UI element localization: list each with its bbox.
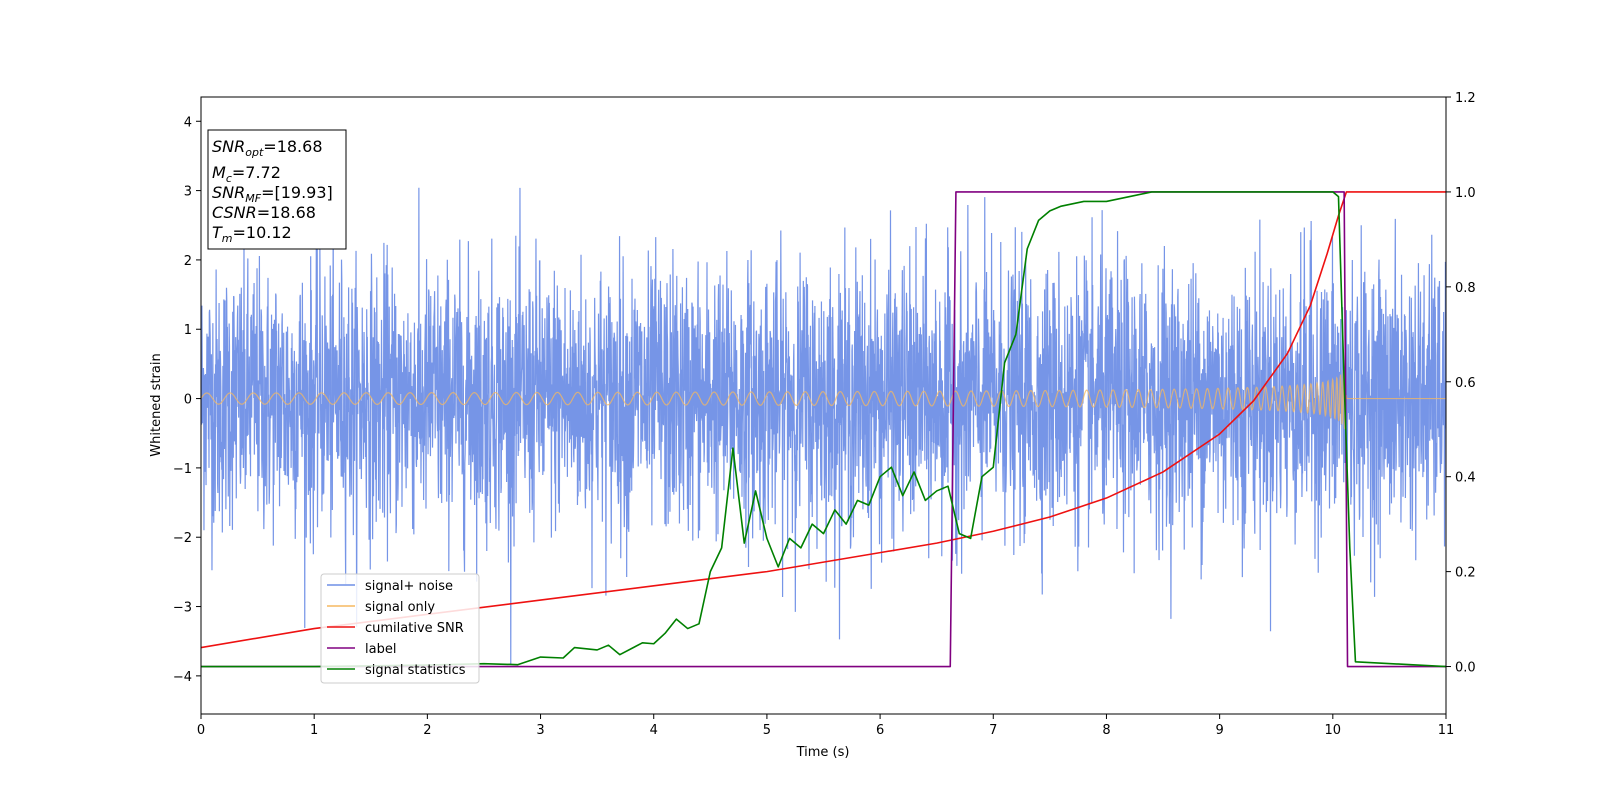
y-right-tick-label: 0.6 bbox=[1455, 376, 1476, 391]
legend-label: label bbox=[365, 642, 396, 657]
y-left-tick-label: 3 bbox=[184, 185, 192, 200]
plot-area bbox=[201, 187, 1446, 668]
x-tick-label: 6 bbox=[876, 723, 884, 738]
x-tick-label: 1 bbox=[310, 723, 318, 738]
legend-item-signal-noise: signal+ noise bbox=[327, 579, 453, 594]
series-signal-only-line bbox=[201, 369, 1446, 430]
x-tick-label: 5 bbox=[763, 723, 771, 738]
legend-frame bbox=[320, 573, 480, 684]
annotation-box: SNRopt=18.68 Mc=7.72 SNRMF=[19.93] CSNR=… bbox=[207, 129, 347, 250]
x-tick-label: 8 bbox=[1102, 723, 1110, 738]
y-left-tick-label: 2 bbox=[184, 254, 192, 269]
annotation-frame bbox=[207, 129, 347, 250]
annotation-snr-mf: SNRMF=[19.93] bbox=[212, 183, 333, 205]
y-right-tick-label: 1.2 bbox=[1455, 91, 1476, 106]
y-left-tick-label: −2 bbox=[173, 531, 192, 546]
x-tick-label: 0 bbox=[197, 723, 205, 738]
y-right-tick-label: 0.8 bbox=[1455, 281, 1476, 296]
legend-label: cumilative SNR bbox=[365, 621, 464, 636]
axis-ticks: 0 1 2 3 4 5 6 7 8 9 10 11 −4 −3 −2 −1 0 1 2 3 4 0.0 0.2 0.4 0.6 0… bbox=[173, 91, 1476, 738]
plot-frame bbox=[200, 96, 1447, 715]
y-left-tick-label: −4 bbox=[173, 670, 192, 685]
annotation-mc: Mc=7.72 bbox=[212, 163, 281, 185]
y-left-tick-label: 1 bbox=[184, 323, 192, 338]
y-left-tick-label: 0 bbox=[184, 393, 192, 408]
series-cumulative-snr-line bbox=[201, 191, 1446, 649]
x-tick-label: 2 bbox=[423, 723, 431, 738]
legend-label: signal only bbox=[365, 600, 435, 615]
legend-label: signal+ noise bbox=[365, 579, 453, 594]
annotation-tm: Tm=10.12 bbox=[212, 223, 292, 245]
annotation-csnr: CSNR=18.68 bbox=[212, 203, 316, 222]
legend: signal+ noise signal only cumilative SNR… bbox=[320, 573, 480, 684]
annotation-snr-opt: SNRopt=18.68 bbox=[212, 137, 323, 159]
legend-item-signal-statistics: signal statistics bbox=[327, 663, 466, 678]
y-left-tick-label: −1 bbox=[173, 462, 192, 477]
y-right-tick-label: 0.0 bbox=[1455, 661, 1476, 676]
x-tick-label: 3 bbox=[536, 723, 544, 738]
legend-label: signal statistics bbox=[365, 663, 466, 678]
x-tick-label: 4 bbox=[650, 723, 658, 738]
y-left-tick-label: −3 bbox=[173, 601, 192, 616]
x-tick-label: 11 bbox=[1438, 723, 1455, 738]
x-tick-label: 10 bbox=[1325, 723, 1342, 738]
y-right-tick-label: 0.2 bbox=[1455, 566, 1476, 581]
y-left-tick-label: 4 bbox=[184, 115, 192, 130]
y-axis-label: Whitened strain bbox=[149, 353, 164, 456]
x-tick-label: 7 bbox=[989, 723, 997, 738]
legend-item-cumulative-snr: cumilative SNR bbox=[327, 621, 464, 636]
legend-item-label: label bbox=[327, 642, 396, 657]
y-right-tick-label: 0.4 bbox=[1455, 471, 1476, 486]
y-right-tick-label: 1.0 bbox=[1455, 186, 1476, 201]
legend-item-signal-only: signal only bbox=[327, 600, 435, 615]
x-axis-label: Time (s) bbox=[796, 745, 850, 760]
x-tick-label: 9 bbox=[1215, 723, 1223, 738]
series-signal-statistics-line bbox=[201, 191, 1446, 668]
